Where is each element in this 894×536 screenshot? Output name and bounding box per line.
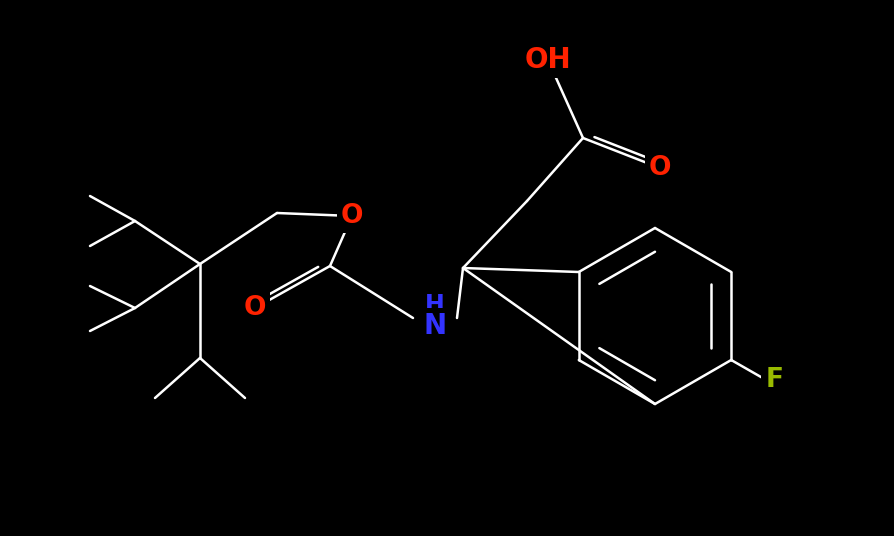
- Text: H: H: [425, 293, 444, 317]
- Text: N: N: [423, 312, 446, 340]
- Text: O: O: [341, 203, 363, 229]
- Text: OH: OH: [524, 46, 570, 74]
- Text: O: O: [243, 295, 266, 321]
- Text: F: F: [764, 367, 782, 393]
- Text: O: O: [648, 155, 670, 181]
